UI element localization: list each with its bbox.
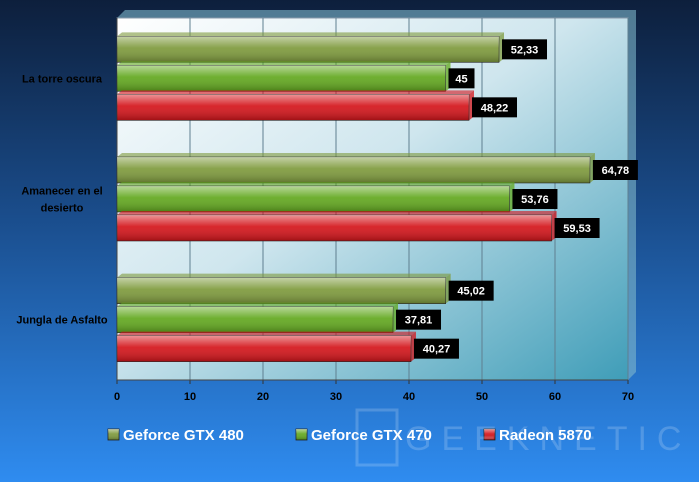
x-tick-label: 0 [114,391,120,403]
category-label: desierto [41,203,84,215]
value-label: 37,81 [405,315,433,327]
category-label: Amanecer en el [21,186,102,198]
value-label-box [396,309,442,330]
value-label: 45,02 [457,286,485,298]
x-tick-label: 60 [549,391,561,403]
x-tick-label: 10 [184,391,196,403]
bar-highlight [117,215,552,241]
value-label: 52,33 [511,44,539,56]
bar-highlight [117,335,411,362]
x-tick-label: 50 [476,391,488,403]
legend-label: Geforce GTX 480 [123,427,244,444]
value-label: 53,76 [521,194,549,206]
value-label: 48,22 [481,102,509,114]
value-label: 64,78 [602,165,630,177]
bar-top [117,331,416,336]
legend-swatch-highlight [484,429,495,440]
value-label: 45 [455,73,467,85]
value-label-box [512,189,558,209]
value-label-box [502,39,548,60]
value-label: 59,53 [563,223,591,235]
value-label-box [554,218,600,238]
bar-top [117,32,505,37]
value-label-box [448,280,494,301]
bar-highlight [117,306,394,333]
bar-highlight [117,186,510,212]
value-label-box [413,338,459,359]
category-label: La torre oscura [22,73,103,85]
bar-top [117,61,451,66]
category-label: Jungla de Asfalto [16,315,108,327]
x-tick-label: 70 [622,391,634,403]
bar-highlight [117,36,500,63]
watermark-logo [355,408,399,467]
legend-label: Geforce GTX 470 [311,427,432,444]
bar-top [117,90,475,95]
x-tick-label: 40 [403,391,415,403]
bar-top [117,273,451,278]
bar-highlight [117,157,590,183]
bar-top [117,211,557,215]
bar-top [117,302,399,307]
legend-swatch-highlight [296,429,307,440]
bar-top [117,153,595,157]
bar-highlight [117,277,446,304]
bar-highlight [117,65,446,92]
value-label: 40,27 [423,344,451,356]
legend-swatch-highlight [108,429,119,440]
x-tick-label: 20 [257,391,269,403]
bar-highlight [117,94,470,121]
bar-top [117,182,515,186]
value-label-box [448,68,475,89]
x-tick-label: 30 [330,391,342,403]
watermark-text: GEEKNETIC [405,420,691,458]
legend-label: Radeon 5870 [499,427,592,444]
value-label-box [472,97,518,118]
value-label-box [592,160,638,180]
